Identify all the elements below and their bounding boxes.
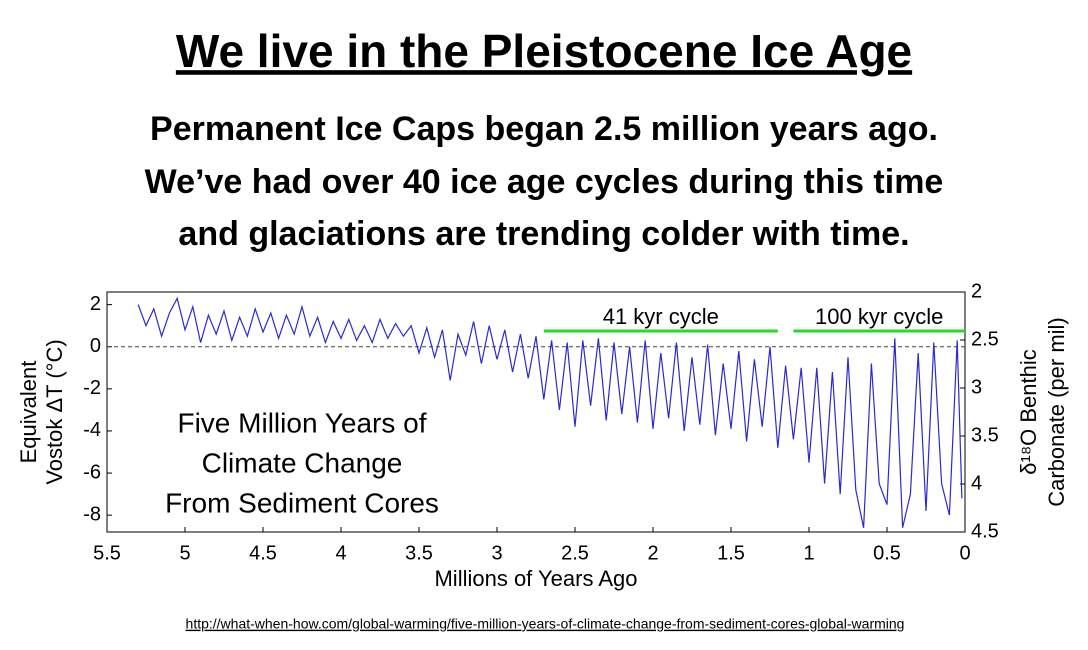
subtitle: and glaciations are trending colder with… [178,215,909,253]
inset-text: Five Million Years of [177,407,426,438]
x-tick-label: 2 [647,542,658,564]
cycle-label: 100 kyr cycle [815,304,943,329]
y-tick-label: 2 [90,293,101,315]
y-tick-label: -4 [83,419,101,441]
x-tick-label: 5 [179,542,190,564]
x-tick-label: 4 [335,542,346,564]
x-tick-label: 0 [959,542,970,564]
x-tick-label: 3.5 [405,542,433,564]
source-url: http://what-when-how.com/global-warming/… [186,616,905,632]
y-axis-label: Equivalent [16,361,41,464]
y2-axis-label: δ¹⁸O Benthic [1016,349,1041,474]
y-tick-label: -6 [83,461,101,483]
y2-tick-label: 2 [971,280,982,302]
subtitle: Permanent Ice Caps began 2.5 million yea… [150,110,938,148]
y-tick-label: 0 [90,335,101,357]
y2-tick-label: 2.5 [971,328,999,350]
x-tick-label: 5.5 [93,542,121,564]
y-axis-label: Vostok ΔT (°C) [42,339,67,484]
subtitle: We’ve had over 40 ice age cycles during … [145,163,944,201]
x-tick-label: 2.5 [561,542,589,564]
title: We live in the Pleistocene Ice Age [176,25,912,77]
series-line [137,296,963,528]
y2-tick-label: 3.5 [971,424,999,446]
inset-text: From Sediment Cores [165,487,439,518]
x-axis-label: Millions of Years Ago [434,566,637,591]
plot-frame [106,291,966,533]
y2-tick-label: 4.5 [971,520,999,542]
x-tick-label: 1 [803,542,814,564]
x-tick-label: 0.5 [873,542,901,564]
inset-text: Climate Change [202,447,403,478]
y2-axis-label: Carbonate (per mil) [1044,317,1069,507]
y-tick-label: -8 [83,503,101,525]
y2-tick-label: 4 [971,472,982,494]
y-tick-label: -2 [83,377,101,399]
y2-tick-label: 3 [971,376,982,398]
x-tick-label: 4.5 [249,542,277,564]
x-tick-label: 3 [491,542,502,564]
x-tick-label: 1.5 [717,542,745,564]
cycle-label: 41 kyr cycle [603,304,719,329]
